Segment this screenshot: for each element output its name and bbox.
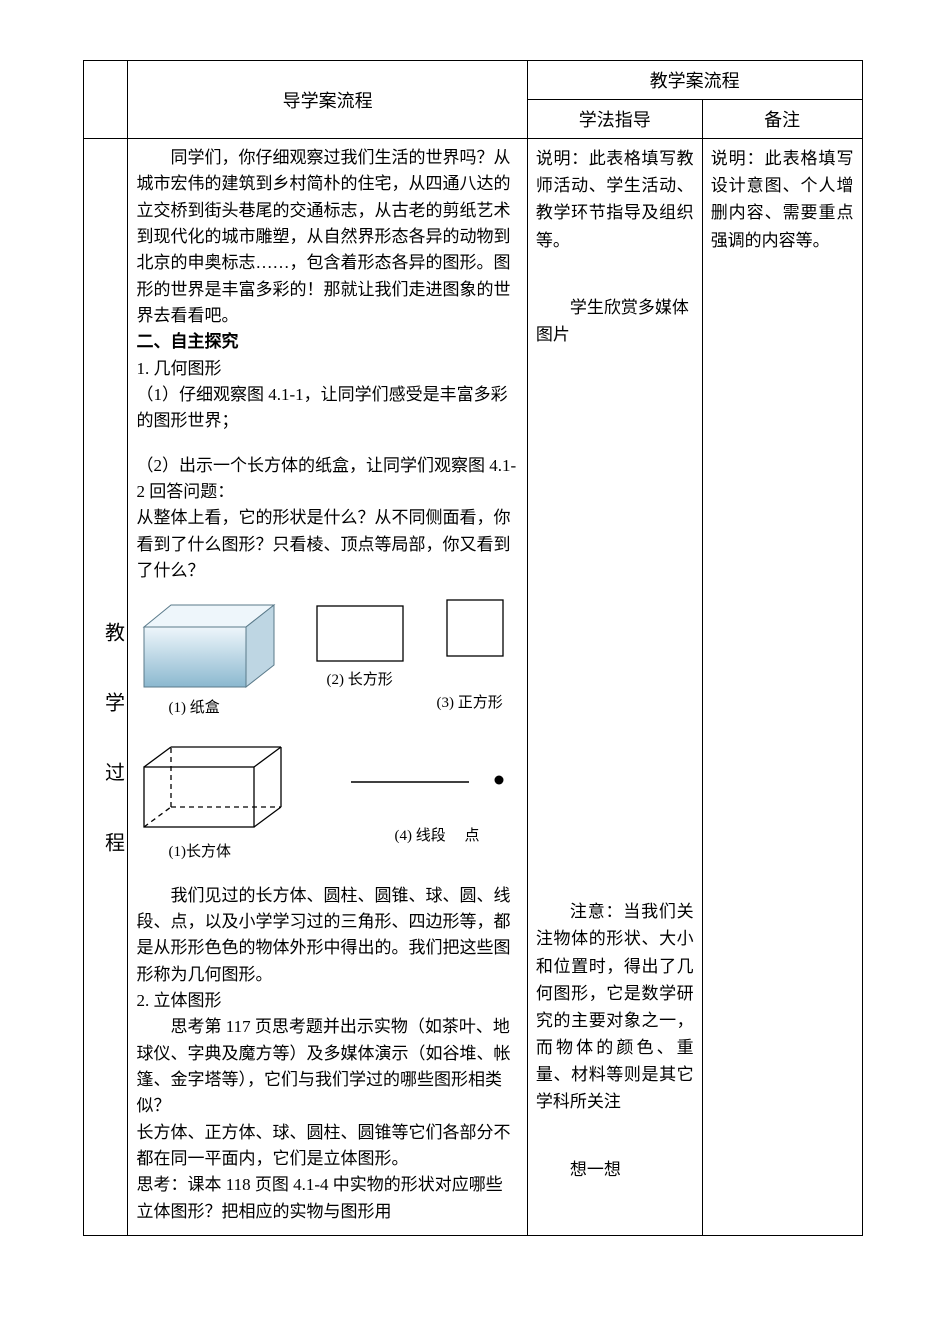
section-2-1-a: （1）仔细观察图 4.1-1，让同学们感受是丰富多彩的图形世界； xyxy=(136,382,518,435)
point-caption: 点 xyxy=(464,825,479,848)
main-header-label: 导学案流程 xyxy=(283,91,373,111)
section-2-heading: 二、自主探究 xyxy=(136,329,518,355)
right-header-label: 教学案流程 xyxy=(650,71,740,91)
point-svg xyxy=(492,773,506,787)
paragraph-4: 长方体、正方体、球、圆柱、圆锥等它们各部分不都在同一平面内，它们是立体图形。 xyxy=(136,1120,518,1173)
note-1: 说明：此表格填写设计意图、个人增删内容、需要重点强调的内容等。 xyxy=(711,145,854,254)
paragraph-3: 思考第 117 页思考题并出示实物（如茶叶、地球仪、字典及魔方等）及多媒体演示（… xyxy=(136,1014,518,1119)
section-2-1-b: （2）出示一个长方体的纸盒，让同学们观察图 4.1-2 回答问题： xyxy=(136,453,518,506)
guide-note-2: 学生欣赏多媒体图片 xyxy=(536,294,694,348)
main-content-cell: 同学们，你仔细观察过我们生活的世界吗？从城市宏伟的建筑到乡村简朴的住宅，从四通八… xyxy=(128,139,527,1236)
guide-note-3: 注意：当我们关注物体的形状、大小和位置时，得出了几何图形，它是数学研究的主要对象… xyxy=(536,898,694,1116)
square-svg xyxy=(446,599,506,659)
shaded-cuboid-svg xyxy=(136,597,286,692)
note-header-label: 备注 xyxy=(764,110,800,130)
paragraph-5: 思考：课本 118 页图 4.1-4 中实物的形状对应哪些立体图形？把相应的实物… xyxy=(136,1172,518,1225)
wire-cuboid-svg xyxy=(136,739,296,839)
cuboid-caption: (1)长方体 xyxy=(168,841,231,864)
header-row-1: 导学案流程 教学案流程 xyxy=(83,61,862,100)
note-cell: 说明：此表格填写设计意图、个人增删内容、需要重点强调的内容等。 xyxy=(702,139,862,1236)
body-row: 教学过程 同学们，你仔细观察过我们生活的世界吗？从城市宏伟的建筑到乡村简朴的住宅… xyxy=(83,139,862,1236)
box-caption: (1) 纸盒 xyxy=(168,697,219,720)
side-label-cell: 教学过程 xyxy=(83,139,128,1236)
guide-header-label: 学法指导 xyxy=(579,110,651,130)
right-header: 教学案流程 xyxy=(527,61,862,100)
guide-header: 学法指导 xyxy=(527,100,702,139)
guide-note-1: 说明：此表格填写教师活动、学生活动、教学环节指导及组织等。 xyxy=(536,145,694,254)
section-2-2-title: 2. 立体图形 xyxy=(136,988,518,1014)
square-caption: (3) 正方形 xyxy=(436,692,502,715)
section-2-1-title: 1. 几何图形 xyxy=(136,356,518,382)
lesson-plan-table: 导学案流程 教学案流程 学法指导 备注 教学过程 同学们，你仔细观察过我们生活的… xyxy=(83,60,863,1236)
shapes-panel: (1) 纸盒 (2) 长方形 (3) 正方形 xyxy=(136,589,518,869)
note-header: 备注 xyxy=(702,100,862,139)
guide-cell: 说明：此表格填写教师活动、学生活动、教学环节指导及组织等。 学生欣赏多媒体图片 … xyxy=(527,139,702,1236)
paragraph-2: 我们见过的长方体、圆柱、圆锥、球、圆、线段、点，以及小学学习过的三角形、四边形等… xyxy=(136,883,518,988)
main-header: 导学案流程 xyxy=(128,61,527,139)
guide-note-4: 想一想 xyxy=(536,1156,694,1183)
rectangle-svg xyxy=(316,605,406,665)
seg-caption: (4) 线段 xyxy=(394,825,445,848)
rect-caption: (2) 长方形 xyxy=(326,669,392,692)
question-1: 从整体上看，它的形状是什么？从不同侧面看，你看到了什么图形？只看棱、顶点等局部，… xyxy=(136,505,518,584)
side-label: 教学过程 xyxy=(101,622,123,902)
side-header-blank xyxy=(83,61,128,139)
line-segment-svg xyxy=(351,777,471,787)
intro-paragraph: 同学们，你仔细观察过我们生活的世界吗？从城市宏伟的建筑到乡村简朴的住宅，从四通八… xyxy=(136,145,518,329)
